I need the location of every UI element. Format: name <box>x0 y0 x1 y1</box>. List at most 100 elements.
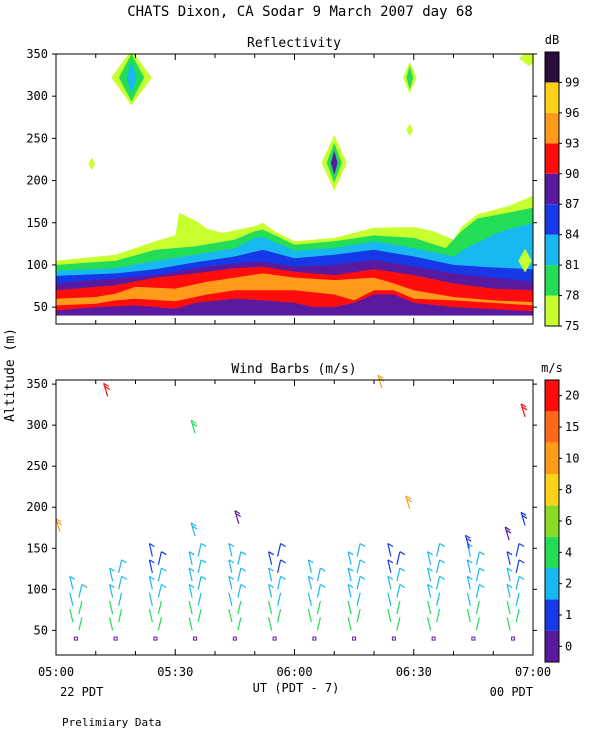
wind-barb-flag <box>121 559 127 564</box>
wind-barb <box>268 551 273 565</box>
wind-barb-flag <box>506 551 513 556</box>
wind-barb <box>427 551 432 565</box>
preliminary-note: Prelimiary Data <box>62 716 161 729</box>
wind-barb <box>347 551 352 565</box>
wind-barb-flag <box>479 567 485 572</box>
wind-barb <box>466 609 471 623</box>
wind-barb <box>148 543 153 557</box>
wind-barb <box>157 584 162 598</box>
calm-wind-marker <box>391 636 396 641</box>
y-axis-label: Altitude (m) <box>3 328 18 422</box>
wind-barb-flag <box>200 575 207 580</box>
wind-barb <box>148 559 153 574</box>
wind-barb-flag <box>359 559 366 564</box>
reflectivity-colorbar-swatch <box>545 234 559 266</box>
reflectivity-patch-6-0 <box>518 248 532 273</box>
time-tick-label: 07:00 <box>515 665 551 679</box>
wind-barb <box>506 567 511 582</box>
wind-barb <box>436 609 441 623</box>
wind-barb-upper-flag <box>55 518 62 523</box>
wind-barb-upper-flag <box>505 529 512 534</box>
wind-barb-flag <box>69 575 76 580</box>
wind-colorbar-swatch <box>545 380 559 412</box>
wind-barb <box>466 543 471 557</box>
wind-barb-flag <box>240 584 247 589</box>
wind-barb-upper-flag <box>520 403 527 408</box>
wind-barb <box>228 559 233 574</box>
wind-barb-upper <box>103 383 109 397</box>
wind-barb <box>387 592 392 606</box>
wind-barb-upper-flag <box>521 514 528 519</box>
wind-barb <box>277 592 282 606</box>
wind-barb <box>307 576 312 590</box>
wind-barb <box>316 567 321 582</box>
wind-barb <box>316 617 321 631</box>
wind-barb <box>475 567 480 582</box>
wind-barb-flag <box>240 567 247 572</box>
wind-barb <box>436 559 441 574</box>
wind-barb-flag <box>399 567 406 572</box>
wind-barb <box>387 609 392 623</box>
wind-barb <box>387 559 392 574</box>
wind-barb <box>387 576 392 590</box>
wind-colorbar-label: 0 <box>565 639 572 653</box>
wind-barb-flag <box>479 584 485 589</box>
wind-barb-flag <box>467 559 473 564</box>
wind-barb <box>197 559 202 574</box>
wind-barb <box>69 576 74 590</box>
wind-ytick-label: 250 <box>26 459 48 473</box>
wind-barb-flag <box>347 567 354 572</box>
wind-barb <box>228 543 233 557</box>
wind-barb-flag <box>427 584 433 589</box>
reflectivity-patch-4-0 <box>406 123 414 137</box>
wind-barb <box>436 592 441 606</box>
wind-barb <box>506 617 511 631</box>
reflectivity-patch-3-0 <box>88 157 96 171</box>
wind-barb <box>157 567 162 582</box>
wind-barb-flag <box>161 567 167 572</box>
reflectivity-colorbar-label: 78 <box>565 289 579 303</box>
wind-barb <box>277 576 282 590</box>
wind-barb-flag <box>268 584 274 589</box>
wind-barb-upper-flag <box>56 521 63 526</box>
wind-barb-flag <box>308 559 314 564</box>
wind-barb-flag <box>109 567 115 572</box>
calm-wind-marker <box>471 636 476 641</box>
wind-barb <box>356 543 361 557</box>
time-tick-label: 06:30 <box>396 665 432 679</box>
wind-barb <box>316 600 321 615</box>
wind-barb <box>188 567 193 582</box>
calm-wind-marker <box>153 636 158 641</box>
wind-colorbar-swatch <box>545 411 559 443</box>
wind-barb <box>396 567 401 582</box>
wind-barb-flag <box>228 559 235 564</box>
wind-barb <box>197 543 202 557</box>
reflectivity-plot-area <box>56 54 533 324</box>
wind-barb-flag <box>240 551 247 556</box>
wind-barb <box>307 592 312 606</box>
wind-barb-upper <box>190 522 196 537</box>
wind-barb <box>356 559 361 574</box>
wind-ytick-label: 200 <box>26 500 48 514</box>
wind-barb <box>237 567 242 582</box>
wind-barb <box>436 576 441 590</box>
reflectivity-title: Reflectivity <box>247 36 341 51</box>
wind-barb-upper <box>405 495 411 510</box>
reflectivity-colorbar-label: 90 <box>565 167 579 181</box>
wind-barb-upper-flag <box>191 525 198 530</box>
calm-wind-marker <box>352 636 357 641</box>
wind-barb <box>475 551 480 565</box>
wind-barb-upper <box>190 420 196 434</box>
wind-barb-upper <box>504 526 510 541</box>
wind-barb <box>347 567 352 582</box>
wind-barb <box>237 617 242 631</box>
wind-barb <box>347 600 352 615</box>
wind-barb <box>307 559 312 574</box>
wind-barb <box>347 617 352 631</box>
reflectivity-colorbar-swatch <box>545 143 559 174</box>
wind-barb <box>277 543 282 557</box>
wind-colorbar-label: 10 <box>565 451 579 465</box>
wind-colorbar-label: 8 <box>565 483 572 497</box>
wind-barb-upper-flag <box>406 498 413 503</box>
